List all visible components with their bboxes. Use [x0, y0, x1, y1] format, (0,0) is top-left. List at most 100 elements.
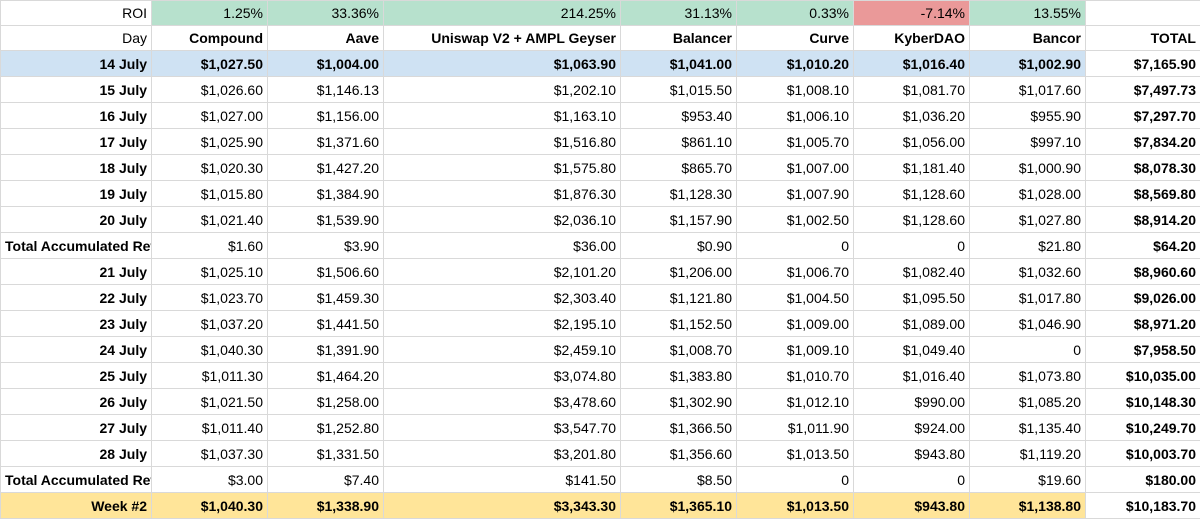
value-cell[interactable]: $1,013.50: [736, 492, 854, 519]
header-cell-bancor[interactable]: Bancor: [969, 25, 1086, 51]
value-cell[interactable]: $1,021.40: [151, 206, 268, 233]
value-cell[interactable]: $1,015.50: [620, 76, 737, 103]
total-cell[interactable]: $10,183.70: [1085, 492, 1200, 519]
day-cell[interactable]: 24 July: [0, 336, 152, 363]
value-cell[interactable]: $21.80: [969, 232, 1086, 259]
value-cell[interactable]: 0: [853, 232, 970, 259]
value-cell[interactable]: $1,356.60: [620, 440, 737, 467]
day-cell[interactable]: 15 July: [0, 76, 152, 103]
value-cell[interactable]: $1,028.00: [969, 180, 1086, 207]
value-cell[interactable]: $1,021.50: [151, 388, 268, 415]
value-cell[interactable]: $1,163.10: [383, 102, 621, 129]
value-cell[interactable]: $1,095.50: [853, 284, 970, 311]
value-cell[interactable]: $2,195.10: [383, 310, 621, 337]
value-cell[interactable]: $1,331.50: [267, 440, 384, 467]
value-cell[interactable]: $1,037.30: [151, 440, 268, 467]
value-cell[interactable]: $3,478.60: [383, 388, 621, 415]
value-cell[interactable]: $1,128.60: [853, 206, 970, 233]
value-cell[interactable]: $1,056.00: [853, 128, 970, 155]
value-cell[interactable]: $1,040.30: [151, 492, 268, 519]
day-cell[interactable]: 23 July: [0, 310, 152, 337]
total-cell[interactable]: $10,035.00: [1085, 362, 1200, 389]
value-cell[interactable]: $1,506.60: [267, 258, 384, 285]
value-cell[interactable]: $1,371.60: [267, 128, 384, 155]
value-cell[interactable]: 0: [736, 232, 854, 259]
value-cell[interactable]: $1,383.80: [620, 362, 737, 389]
value-cell[interactable]: $1,202.10: [383, 76, 621, 103]
value-cell[interactable]: $953.40: [620, 102, 737, 129]
total-cell[interactable]: $8,078.30: [1085, 154, 1200, 181]
header-cell-balancer[interactable]: Balancer: [620, 25, 737, 51]
value-cell[interactable]: $3,074.80: [383, 362, 621, 389]
value-cell[interactable]: $1,441.50: [267, 310, 384, 337]
value-cell[interactable]: $1,020.30: [151, 154, 268, 181]
total-cell[interactable]: $64.20: [1085, 232, 1200, 259]
roi-cell[interactable]: 1.25%: [151, 0, 268, 26]
day-cell[interactable]: 18 July: [0, 154, 152, 181]
roi-cell[interactable]: -7.14%: [853, 0, 970, 26]
value-cell[interactable]: $943.80: [853, 492, 970, 519]
value-cell[interactable]: $19.60: [969, 466, 1086, 493]
roi-cell[interactable]: 214.25%: [383, 0, 621, 26]
value-cell[interactable]: $1,365.10: [620, 492, 737, 519]
value-cell[interactable]: $1,252.80: [267, 414, 384, 441]
value-cell[interactable]: $990.00: [853, 388, 970, 415]
roi-label[interactable]: ROI: [0, 0, 152, 26]
value-cell[interactable]: $943.80: [853, 440, 970, 467]
value-cell[interactable]: $1,006.10: [736, 102, 854, 129]
value-cell[interactable]: $1,119.20: [969, 440, 1086, 467]
value-cell[interactable]: $1,011.30: [151, 362, 268, 389]
day-cell[interactable]: 17 July: [0, 128, 152, 155]
value-cell[interactable]: $1,026.60: [151, 76, 268, 103]
value-cell[interactable]: $3.90: [267, 232, 384, 259]
value-cell[interactable]: $955.90: [969, 102, 1086, 129]
value-cell[interactable]: $1,082.40: [853, 258, 970, 285]
value-cell[interactable]: $1,128.60: [853, 180, 970, 207]
header-cell-aave[interactable]: Aave: [267, 25, 384, 51]
value-cell[interactable]: 0: [736, 466, 854, 493]
value-cell[interactable]: 0: [969, 336, 1086, 363]
value-cell[interactable]: $2,303.40: [383, 284, 621, 311]
value-cell[interactable]: $141.50: [383, 466, 621, 493]
value-cell[interactable]: $1,010.70: [736, 362, 854, 389]
total-cell[interactable]: $8,960.60: [1085, 258, 1200, 285]
value-cell[interactable]: $1,138.80: [969, 492, 1086, 519]
total-cell[interactable]: $7,497.73: [1085, 76, 1200, 103]
value-cell[interactable]: $865.70: [620, 154, 737, 181]
value-cell[interactable]: $1,181.40: [853, 154, 970, 181]
value-cell[interactable]: $1,023.70: [151, 284, 268, 311]
value-cell[interactable]: $1,011.90: [736, 414, 854, 441]
value-cell[interactable]: $1,012.10: [736, 388, 854, 415]
value-cell[interactable]: $1,128.30: [620, 180, 737, 207]
value-cell[interactable]: $1,008.10: [736, 76, 854, 103]
day-cell[interactable]: 21 July: [0, 258, 152, 285]
value-cell[interactable]: $1,575.80: [383, 154, 621, 181]
value-cell[interactable]: $1,135.40: [969, 414, 1086, 441]
day-cell[interactable]: 26 July: [0, 388, 152, 415]
value-cell[interactable]: $1,027.80: [969, 206, 1086, 233]
value-cell[interactable]: $3,547.70: [383, 414, 621, 441]
value-cell[interactable]: $1,152.50: [620, 310, 737, 337]
value-cell[interactable]: $1,121.80: [620, 284, 737, 311]
value-cell[interactable]: $1.60: [151, 232, 268, 259]
day-cell[interactable]: 22 July: [0, 284, 152, 311]
roi-cell[interactable]: 13.55%: [969, 0, 1086, 26]
total-cell[interactable]: $9,026.00: [1085, 284, 1200, 311]
value-cell[interactable]: $924.00: [853, 414, 970, 441]
value-cell[interactable]: $1,516.80: [383, 128, 621, 155]
value-cell[interactable]: $1,006.70: [736, 258, 854, 285]
value-cell[interactable]: $1,459.30: [267, 284, 384, 311]
value-cell[interactable]: $1,016.40: [853, 362, 970, 389]
value-cell[interactable]: $1,010.20: [736, 50, 854, 77]
value-cell[interactable]: $1,027.00: [151, 102, 268, 129]
day-cell[interactable]: Week #2: [0, 492, 152, 519]
value-cell[interactable]: $1,876.30: [383, 180, 621, 207]
value-cell[interactable]: $1,206.00: [620, 258, 737, 285]
value-cell[interactable]: $1,040.30: [151, 336, 268, 363]
value-cell[interactable]: $1,049.40: [853, 336, 970, 363]
value-cell[interactable]: $1,146.13: [267, 76, 384, 103]
value-cell[interactable]: $1,338.90: [267, 492, 384, 519]
value-cell[interactable]: $1,081.70: [853, 76, 970, 103]
value-cell[interactable]: $1,005.70: [736, 128, 854, 155]
day-cell[interactable]: 28 July: [0, 440, 152, 467]
